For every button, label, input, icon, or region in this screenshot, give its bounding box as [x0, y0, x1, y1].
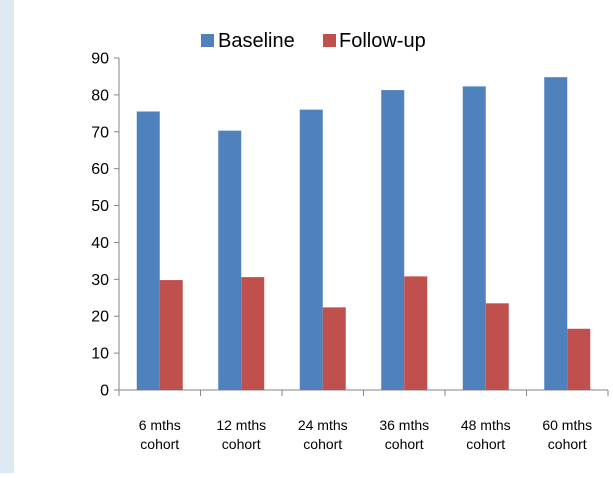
- bars: [136, 77, 591, 391]
- bar-follow-up: [485, 303, 509, 390]
- y-tick-label: 30: [91, 272, 109, 289]
- legend: Baseline Follow-up: [201, 30, 426, 52]
- bar-baseline: [544, 77, 568, 390]
- bar-follow-up: [159, 280, 183, 390]
- bar-baseline: [381, 90, 405, 391]
- x-tick-label: 12 mths: [216, 417, 266, 433]
- x-tick-label: cohort: [140, 436, 179, 452]
- bar-follow-up: [567, 328, 591, 390]
- legend-swatch: [323, 34, 336, 47]
- y-tick-label: 0: [100, 383, 109, 400]
- legend-swatch: [201, 34, 214, 47]
- y-tick-label: 10: [91, 346, 109, 363]
- bar-baseline: [218, 130, 242, 390]
- bar-chart: Baseline Follow-up 0 10 20 30 40 50 60 70 80 90 6 …: [91, 30, 609, 452]
- bar-baseline: [462, 86, 486, 390]
- x-tick-label: 6 mths: [139, 417, 181, 433]
- y-tick-label: 60: [91, 161, 109, 178]
- x-tick-label: cohort: [385, 436, 424, 452]
- y-tick-label: 20: [91, 309, 109, 326]
- bar-follow-up: [322, 307, 346, 390]
- x-tick-label: cohort: [466, 436, 505, 452]
- x-tick-label: 24 mths: [298, 417, 348, 433]
- y-tick-label: 90: [91, 51, 109, 68]
- bar-baseline: [136, 111, 160, 390]
- x-tick-label: 36 mths: [379, 417, 429, 433]
- x-tick-label: cohort: [548, 436, 587, 452]
- bar-baseline: [299, 109, 323, 391]
- y-tick-label: 70: [91, 124, 109, 141]
- legend-label: Baseline: [218, 30, 295, 52]
- bar-follow-up: [241, 277, 265, 390]
- x-tick-label: cohort: [222, 436, 261, 452]
- x-tick-label: 60 mths: [542, 417, 592, 433]
- legend-label: Follow-up: [339, 30, 426, 52]
- y-tick-label: 50: [91, 198, 109, 215]
- x-axis: 6 mths cohort 12 mths cohort 24 mths cohort 36…: [118, 389, 609, 452]
- bar-follow-up: [404, 276, 428, 390]
- x-tick-label: cohort: [303, 436, 342, 452]
- y-axis: 0 10 20 30 40 50 60 70 80 90: [91, 51, 120, 400]
- chart-panel: Baseline Follow-up 0 10 20 30 40 50 60 70 80 90 6 …: [14, 0, 613, 473]
- y-tick-label: 80: [91, 87, 109, 104]
- y-tick-label: 40: [91, 235, 109, 252]
- x-tick-label: 48 mths: [461, 417, 511, 433]
